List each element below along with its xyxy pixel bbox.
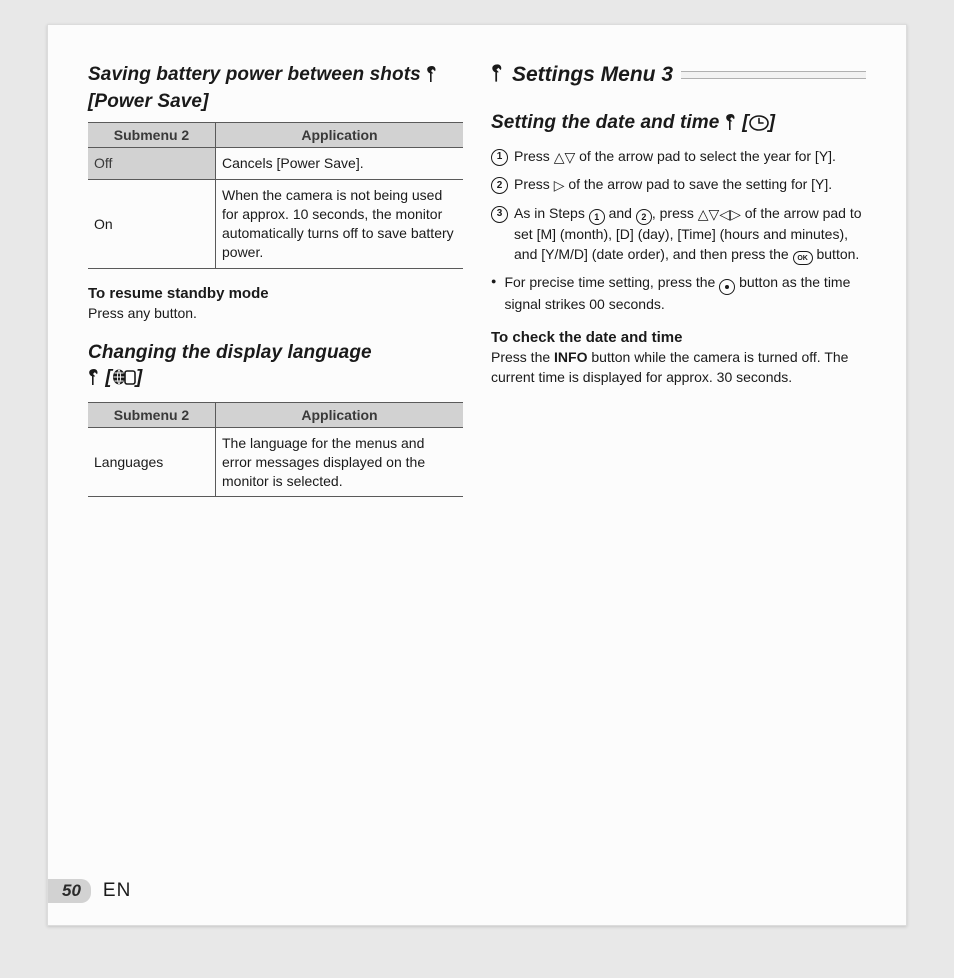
col-header: Submenu 2: [88, 123, 216, 148]
right-arrow-icon: ▷: [730, 205, 741, 225]
cell: The language for the menus and error mes…: [216, 427, 464, 497]
title-text: ]: [769, 112, 775, 133]
step-text: Press △▽ of the arrow pad to select the …: [514, 147, 836, 168]
step-item: 2 Press ▷ of the arrow pad to save the s…: [491, 175, 866, 196]
up-arrow-icon: △: [554, 148, 565, 168]
page-number: 50: [48, 879, 91, 903]
heading-rule: [681, 71, 866, 79]
wrench-icon: [88, 368, 100, 393]
wrench-icon: [426, 65, 438, 90]
section-title-datetime: Setting the date and time [ ]: [491, 111, 866, 139]
record-button-icon: [719, 279, 735, 295]
text: , press: [652, 205, 698, 221]
subheading: To check the date and time: [491, 329, 866, 346]
page-footer: 50 EN: [48, 879, 131, 903]
page-language: EN: [103, 880, 131, 902]
step-ref-icon: 1: [589, 209, 605, 225]
right-arrow-icon: ▷: [554, 176, 565, 196]
steps-list: 1 Press △▽ of the arrow pad to select th…: [491, 147, 866, 266]
title-text: ]: [136, 367, 142, 388]
text: For precise time setting, press the: [504, 274, 719, 290]
wrench-icon: [491, 64, 504, 87]
ok-button-icon: OK: [793, 251, 813, 265]
page-content: Saving battery power between shots [Powe…: [88, 63, 866, 875]
up-arrow-icon: △: [698, 205, 709, 225]
step-ref-icon: 2: [636, 209, 652, 225]
section-title-power-save: Saving battery power between shots [Powe…: [88, 63, 463, 114]
manual-page: Saving battery power between shots [Powe…: [47, 24, 907, 926]
title-text: [Power Save]: [88, 91, 209, 112]
left-arrow-icon: ◁: [719, 205, 730, 225]
menu-title-text: Settings Menu 3: [512, 63, 673, 87]
left-column: Saving battery power between shots [Powe…: [88, 63, 463, 875]
text: of the arrow pad to select the year for …: [579, 148, 836, 164]
info-button-label: INFO: [554, 349, 587, 365]
title-text: Setting the date and time: [491, 112, 725, 133]
language-table: Submenu 2 Application Languages The lang…: [88, 402, 463, 498]
text: button.: [816, 246, 859, 262]
step-text: Press ▷ of the arrow pad to save the set…: [514, 175, 832, 196]
step-item: 1 Press △▽ of the arrow pad to select th…: [491, 147, 866, 168]
step-item: 3 As in Steps 1 and 2, press △▽◁▷ of the…: [491, 204, 866, 266]
note-item: For precise time setting, press the butt…: [491, 273, 866, 315]
text: and: [605, 205, 636, 221]
text: Press the: [491, 349, 554, 365]
step-number-icon: 1: [491, 149, 508, 166]
clock-icon: [749, 114, 769, 139]
cell: On: [88, 180, 216, 269]
note-text: For precise time setting, press the butt…: [504, 273, 866, 315]
step-text: As in Steps 1 and 2, press △▽◁▷ of the a…: [514, 204, 866, 266]
step-number-icon: 2: [491, 177, 508, 194]
down-arrow-icon: ▽: [709, 205, 720, 225]
text: Press: [514, 148, 554, 164]
table-row: Languages The language for the menus and…: [88, 427, 463, 497]
right-column: Settings Menu 3 Setting the date and tim…: [491, 63, 866, 875]
notes-list: For precise time setting, press the butt…: [491, 273, 866, 315]
body-text: Press any button.: [88, 304, 463, 324]
cell: Cancels [Power Save].: [216, 148, 464, 180]
cell: Off: [88, 148, 216, 180]
body-text: Press the INFO button while the camera i…: [491, 348, 866, 387]
text: of the arrow pad to save the setting for…: [568, 176, 832, 192]
title-text: Changing the display language: [88, 342, 372, 363]
cell: When the camera is not being used for ap…: [216, 180, 464, 269]
step-number-icon: 3: [491, 206, 508, 223]
wrench-icon: [725, 113, 737, 138]
menu-heading: Settings Menu 3: [491, 63, 866, 87]
language-icon: [112, 368, 136, 394]
section-title-language: Changing the display language [ ]: [88, 341, 463, 393]
col-header: Application: [216, 402, 464, 427]
subheading: To resume standby mode: [88, 285, 463, 302]
cell: Languages: [88, 427, 216, 497]
text: As in Steps: [514, 205, 589, 221]
table-row: On When the camera is not being used for…: [88, 180, 463, 269]
col-header: Submenu 2: [88, 402, 216, 427]
down-arrow-icon: ▽: [564, 148, 575, 168]
col-header: Application: [216, 123, 464, 148]
text: Press: [514, 176, 554, 192]
table-row: Off Cancels [Power Save].: [88, 148, 463, 180]
power-save-table: Submenu 2 Application Off Cancels [Power…: [88, 122, 463, 268]
title-text: Saving battery power between shots: [88, 64, 426, 85]
